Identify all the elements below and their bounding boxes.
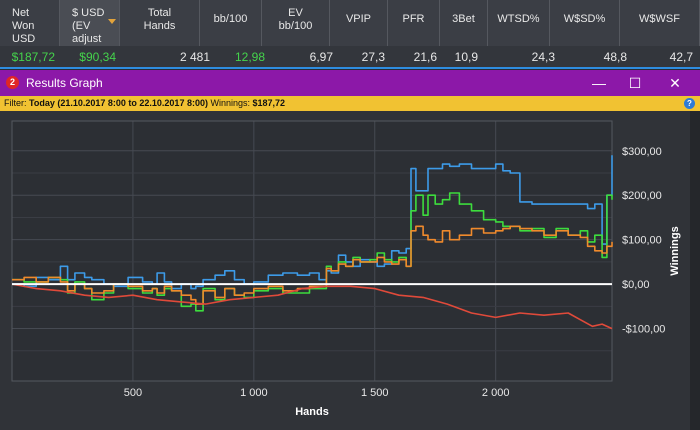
column-header-text: (EV	[72, 20, 91, 32]
column-header-text: Total	[147, 7, 172, 19]
results-graph-panel[interactable]: $300,00 $200,00 $100,00 $0,00 -$100,00 500 1 0…	[0, 111, 700, 430]
winnings-label: Winnings:	[210, 98, 250, 108]
window-title: Results Graph	[26, 76, 103, 90]
y-tick-label: $200,00	[622, 190, 662, 202]
column-header-text: PFR	[402, 13, 425, 25]
column-header-3bet[interactable]: 3Bet	[440, 0, 488, 46]
filter-date-range: Today (21.10.2017 8:00 to 22.10.2017 8:0…	[29, 98, 208, 108]
stats-header-row: Net Won USD $ USD (EV adjust Total Hands bb/100 E…	[0, 0, 700, 46]
stat-value-3bet: 10,9	[454, 50, 478, 64]
selected-row-indicator	[0, 67, 700, 69]
stat-value-ev-bb-per-100: 6,97	[309, 50, 333, 64]
stats-values-row[interactable]: $187,72 $90,34 2 481 12,98 6,97 27,3 21,6 10,9 2…	[0, 46, 700, 68]
x-tick-label: 1 500	[361, 387, 389, 399]
column-header-wwsf[interactable]: W$WSF	[620, 0, 700, 46]
close-button[interactable]: ✕	[669, 75, 681, 91]
filter-label: Filter:	[4, 98, 27, 108]
column-header-text: W$WSF	[639, 13, 680, 25]
y-tick-label: $300,00	[622, 146, 662, 158]
column-header-text: Net	[12, 7, 30, 19]
plot-area	[12, 121, 612, 381]
column-header-text: 3Bet	[452, 13, 475, 25]
stat-value-pfr: 21,6	[413, 50, 437, 64]
help-icon[interactable]: ?	[684, 98, 695, 109]
column-header-bb-per-100[interactable]: bb/100	[200, 0, 262, 46]
x-tick-label: 500	[124, 387, 142, 399]
column-header-ev-adjusted[interactable]: $ USD (EV adjust	[60, 0, 120, 46]
stat-value-total-hands: 2 481	[179, 50, 210, 64]
sort-desc-icon[interactable]	[108, 19, 116, 24]
stat-value-bb-per-100: 12,98	[234, 50, 265, 64]
plot-border	[11, 120, 613, 382]
window-edge	[690, 111, 700, 430]
column-header-text: Hands	[143, 20, 176, 32]
stat-value-wsd: 48,8	[603, 50, 627, 64]
column-header-wtsd[interactable]: WTSD%	[488, 0, 550, 46]
filter-text: Filter: Today (21.10.2017 8:00 to 22.10.…	[4, 98, 285, 108]
y-axis-label: Winnings	[669, 226, 681, 275]
stat-value-ev-adjusted: $90,34	[79, 50, 116, 64]
series-line-blue	[12, 155, 613, 290]
column-header-pfr[interactable]: PFR	[388, 0, 440, 46]
column-header-text: Won	[12, 20, 35, 32]
stat-value-wwsf: 42,7	[669, 50, 693, 64]
series-line-orange	[12, 225, 613, 305]
series-line-red	[11, 283, 613, 330]
maximize-button[interactable]: ☐	[628, 75, 642, 91]
app-logo-icon: 2	[6, 76, 19, 89]
column-header-text: $ USD	[72, 7, 105, 19]
x-tick-label: 1 000	[240, 387, 268, 399]
y-tick-label: -$100,00	[622, 324, 665, 336]
column-header-text: W$SD%	[563, 13, 606, 25]
stat-value-vpip: 27,3	[361, 50, 385, 64]
x-tick-label: 2 000	[482, 387, 510, 399]
stat-value-net-won: $187,72	[11, 50, 55, 64]
results-line-chart[interactable]: $300,00 $200,00 $100,00 $0,00 -$100,00 500 1 0…	[0, 111, 690, 430]
column-header-wsd[interactable]: W$SD%	[550, 0, 620, 46]
column-header-text: bb/100	[213, 13, 248, 25]
column-header-text: VPIP	[345, 13, 372, 25]
column-header-text: bb/100	[278, 20, 313, 32]
results-graph-titlebar[interactable]: 2 Results Graph — ☐ ✕	[0, 70, 700, 96]
column-header-total-hands[interactable]: Total Hands	[120, 0, 200, 46]
column-header-text: EV	[288, 7, 303, 19]
column-header-vpip[interactable]: VPIP	[330, 0, 388, 46]
winnings-value: $187,72	[252, 98, 286, 108]
stat-value-wtsd: 24,3	[531, 50, 555, 64]
column-header-text: WTSD%	[497, 13, 540, 25]
filter-bar: Filter: Today (21.10.2017 8:00 to 22.10.…	[0, 96, 700, 111]
column-header-ev-bb-per-100[interactable]: EV bb/100	[262, 0, 330, 46]
column-header-text: USD	[12, 33, 36, 45]
x-axis-label: Hands	[295, 406, 329, 418]
stats-table: Net Won USD $ USD (EV adjust Total Hands bb/100 E…	[0, 0, 700, 69]
y-tick-label: $0,00	[622, 279, 650, 291]
minimize-button[interactable]: —	[592, 75, 606, 91]
y-tick-label: $100,00	[622, 235, 662, 247]
column-header-net-won[interactable]: Net Won USD	[0, 0, 60, 46]
column-header-text: adjust	[72, 33, 102, 45]
